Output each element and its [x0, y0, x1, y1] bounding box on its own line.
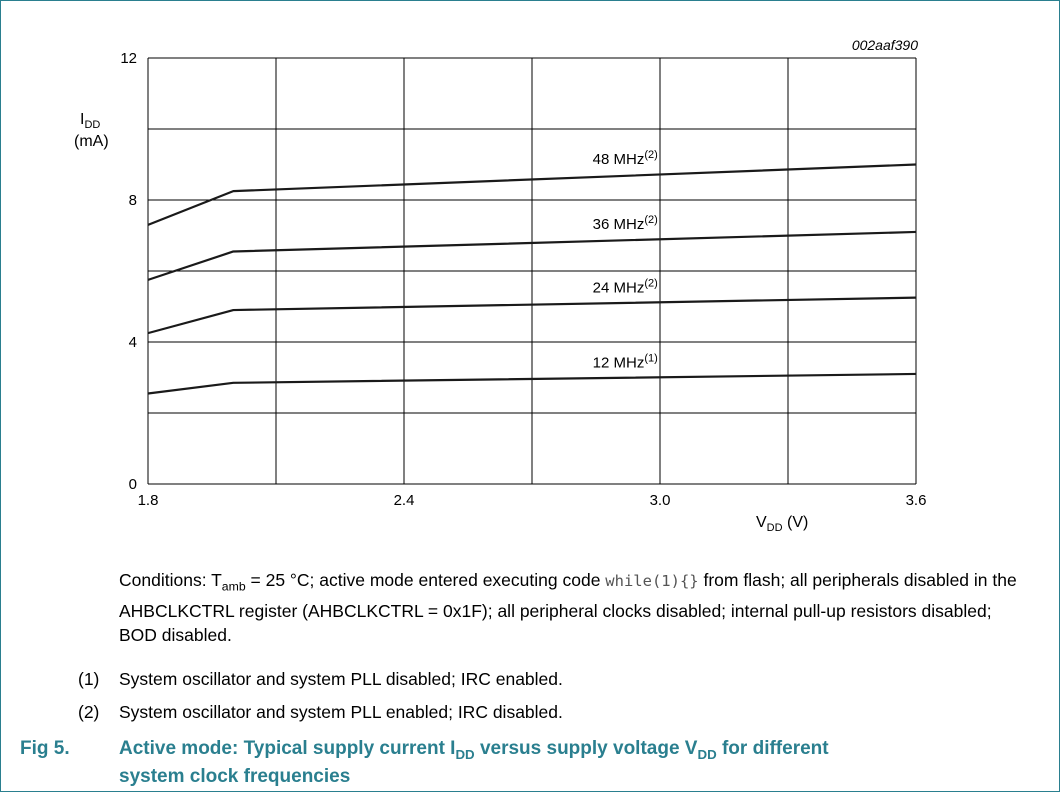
x-tick-label: 2.4 [394, 492, 415, 509]
figure-number: Fig 5. [20, 738, 70, 759]
y-tick-label: 12 [120, 50, 137, 67]
code-snippet: while(1){} [605, 572, 699, 590]
series-line [147, 296, 917, 335]
series-label: 24 MHz(2) [593, 278, 658, 297]
y-axis-label: IDD [80, 111, 100, 131]
x-axis-label: VDD (V) [756, 514, 808, 534]
conditions-text: Conditions: Tamb = 25 °C; active mode en… [119, 570, 1017, 645]
footnote-2: (2) System oscillator and system PLL enab… [78, 702, 563, 722]
chart-ticks: 0 4 8 12 1.8 2.4 3.0 3.6 [120, 50, 926, 509]
footnote-1: (1) System oscillator and system PLL disa… [78, 669, 563, 689]
x-tick-label: 1.8 [138, 492, 159, 509]
y-tick-label: 8 [129, 192, 137, 209]
figure-code: 002aaf390 [852, 37, 918, 53]
series-line [147, 372, 917, 395]
series-line [147, 163, 917, 226]
x-tick-label: 3.0 [650, 492, 671, 509]
series-label: 12 MHz(1) [593, 353, 658, 372]
chart-series [147, 163, 917, 395]
figure-caption: Fig 5. Active mode: Typical supply curren… [20, 738, 829, 787]
chart: 002aaf390 0 4 8 12 1.8 2.4 3.0 3.6 48 MHz(2) 36 … [74, 37, 926, 534]
y-tick-label: 4 [129, 334, 137, 351]
y-axis-unit: (mA) [74, 133, 109, 150]
y-tick-label: 0 [129, 476, 137, 493]
chart-series-labels: 48 MHz(2) 36 MHz(2) 24 MHz(2) 12 MHz(1) [593, 149, 658, 372]
chart-grid [147, 57, 917, 485]
x-tick-label: 3.6 [906, 492, 927, 509]
series-label: 36 MHz(2) [593, 214, 658, 233]
series-label: 48 MHz(2) [593, 149, 658, 168]
series-line [147, 230, 917, 281]
